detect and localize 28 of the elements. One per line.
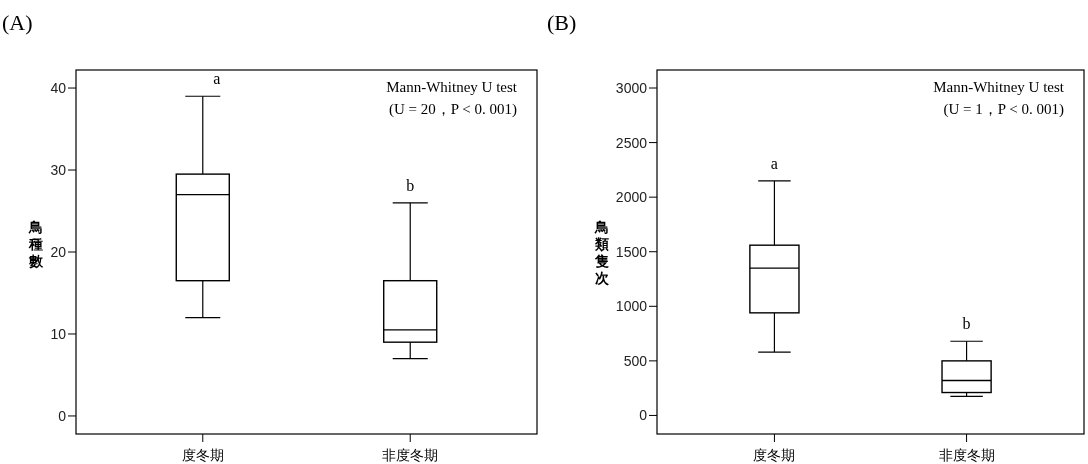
y-axis-title: 鳥種數 [28,220,45,269]
y-tick-label: 2500 [615,134,648,151]
annotation: b [406,176,415,194]
chart-title: (B) [547,10,577,35]
x-tick-label: 非度冬期 [382,448,439,463]
y-tick-label: 500 [623,352,648,369]
y-tick-label: 2000 [615,189,648,206]
y-tick-label: 30 [50,162,67,179]
annotation: b [962,315,971,333]
annotation: (U = 20，P < 0. 001) [388,101,517,118]
y-tick-label: 3000 [615,80,648,97]
y-tick-label: 0 [58,407,67,424]
x-tick-label: 度冬期 [181,448,224,463]
annotation: (U = 1，P < 0. 001) [943,101,1064,118]
x-tick-label: 度冬期 [753,448,796,463]
y-tick-label: 1500 [615,243,648,260]
chart-title: (A) [2,10,33,35]
y-tick-label: 40 [50,80,67,97]
y-tick-label: 20 [50,244,67,260]
y-tick-label: 0 [639,407,648,424]
annotation: Mann-Whitney U test [386,79,518,95]
annotation: a [770,154,778,172]
annotation: a [213,70,221,88]
annotation: Mann-Whitney U test [933,79,1065,95]
x-tick-label: 非度冬期 [938,448,995,463]
y-axis-title: 鳥類隻次 [593,220,610,286]
y-tick-label: 1000 [615,298,648,315]
y-tick-label: 10 [50,325,67,342]
